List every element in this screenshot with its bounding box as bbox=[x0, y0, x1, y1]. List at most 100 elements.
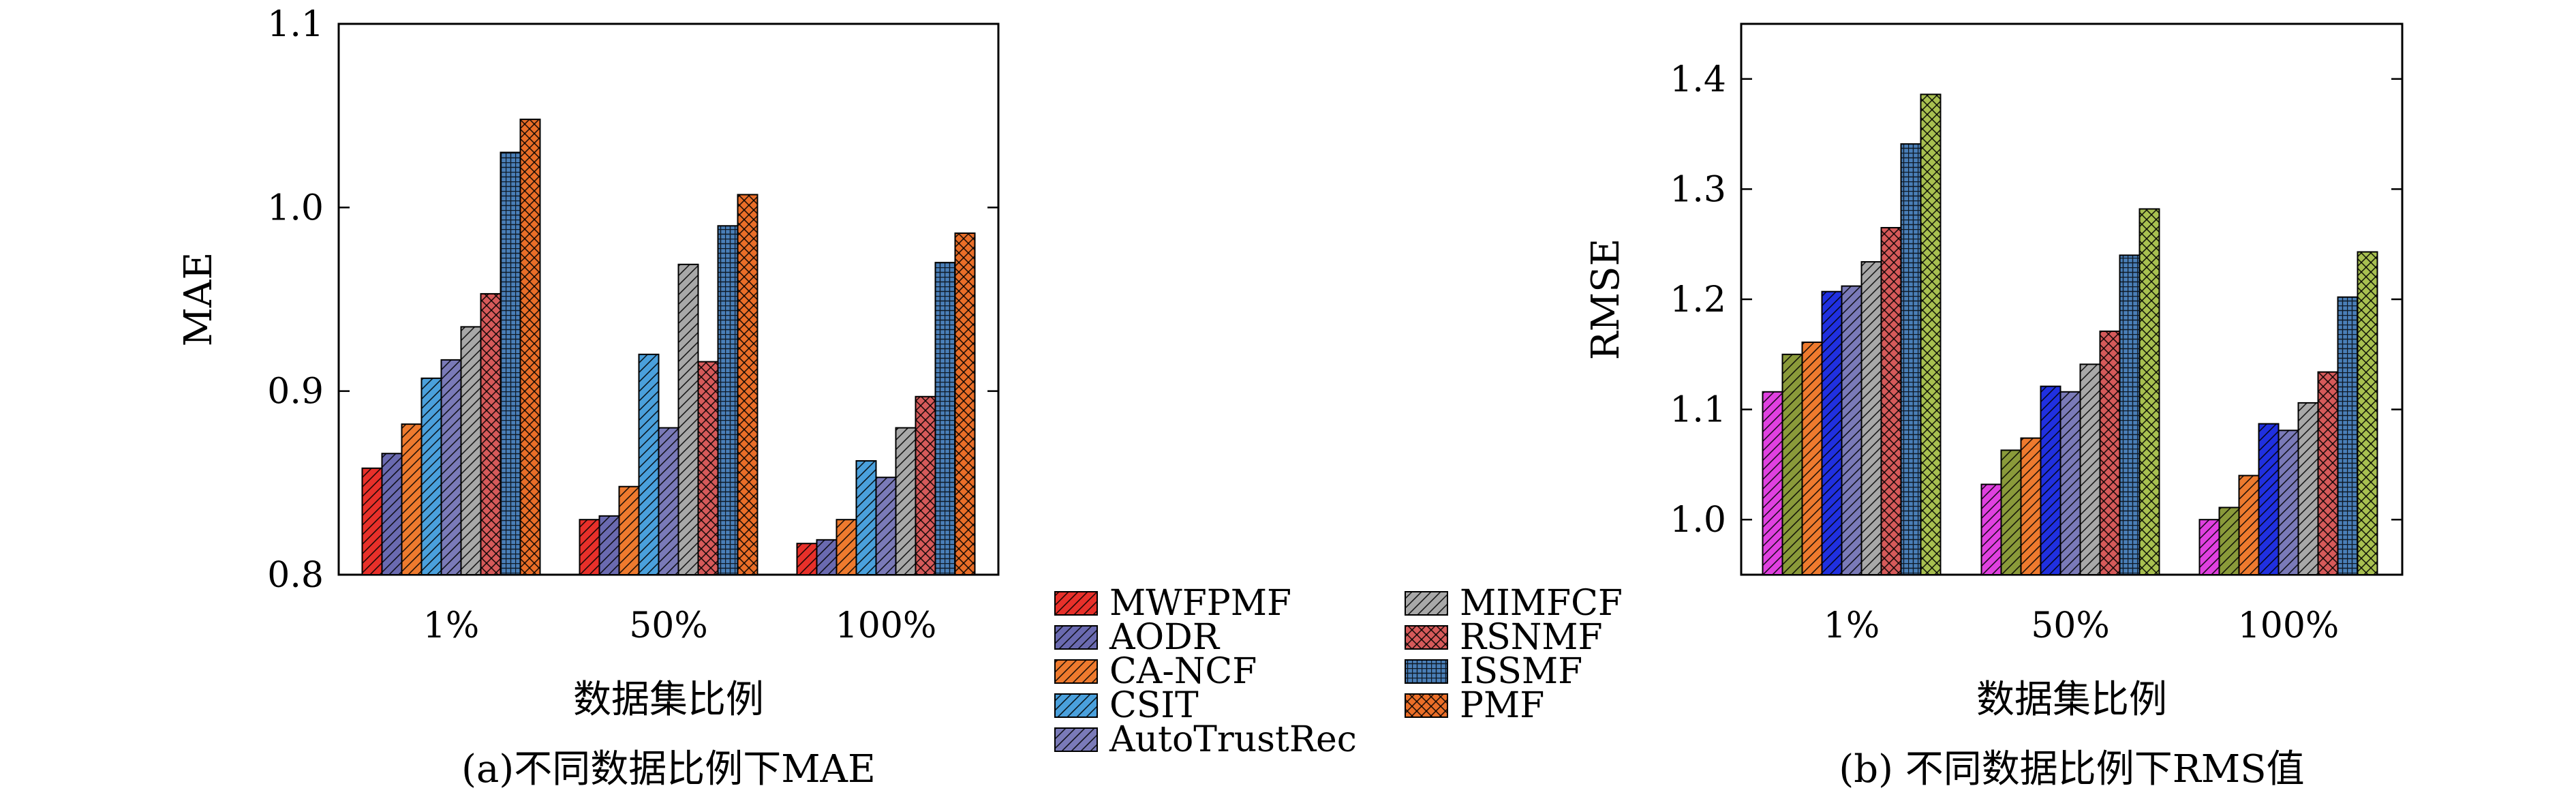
bar-series-2-50pct bbox=[2000, 449, 2022, 576]
legend-label-mwfpmf: MWFPMF bbox=[1109, 583, 1291, 624]
bar-rsnmf-50pct bbox=[697, 361, 719, 575]
bars-a bbox=[361, 119, 976, 576]
panel-a-mae-chart: 0.8 0.9 1.0 1.1 1% 50% 100% MAE 数据集比例 (a)不同数据… bbox=[177, 4, 1000, 792]
bar-pmf-1pct bbox=[519, 119, 541, 575]
y-tick-label: 1.0 bbox=[267, 187, 324, 228]
bar-series-6-1pct bbox=[1860, 261, 1882, 575]
legend-label-ca-ncf: CA-NCF bbox=[1109, 651, 1257, 692]
bar-csit-100pct bbox=[855, 460, 877, 575]
x-tick-label: 100% bbox=[2238, 605, 2340, 646]
bar-series-7-100pct bbox=[2317, 371, 2339, 575]
bar-pmf-50pct bbox=[737, 194, 758, 576]
bar-series-7-50pct bbox=[2099, 330, 2121, 575]
legend-label-issmf: ISSMF bbox=[1460, 651, 1582, 692]
y-tick-label: 1.1 bbox=[267, 4, 324, 45]
bar-series-3-1pct bbox=[1801, 342, 1823, 575]
y-ticks-b: 1.0 1.1 1.2 1.3 1.4 bbox=[1670, 59, 2402, 541]
bar-series-7-1pct bbox=[1880, 226, 1902, 575]
bar-series-5-1pct bbox=[1841, 285, 1862, 575]
bar-mwfpmf-50pct bbox=[579, 519, 600, 576]
bar-series-2-100pct bbox=[2218, 507, 2240, 576]
bar-ca-ncf-50pct bbox=[618, 485, 640, 575]
bar-issmf-1pct bbox=[500, 151, 521, 576]
bar-aodr-100pct bbox=[816, 539, 838, 575]
bar-ca-ncf-1pct bbox=[401, 423, 423, 575]
legend-swatch-mimfcf bbox=[1405, 591, 1448, 616]
y-tick-label: 1.0 bbox=[1670, 500, 1726, 541]
legend-swatch-csit bbox=[1054, 693, 1098, 718]
x-axis-label-a: 数据集比例 bbox=[573, 678, 764, 722]
bar-autotrustrec-100pct bbox=[875, 477, 897, 576]
panel-caption-b: (b) 不同数据比例下RMS值 bbox=[1839, 747, 2304, 792]
legend-swatch-ca-ncf bbox=[1054, 659, 1098, 684]
bar-series-9-1pct bbox=[1920, 93, 1942, 575]
bar-series-8-100pct bbox=[2337, 296, 2359, 575]
legend-label-autotrustrec: AutoTrustRec bbox=[1109, 719, 1357, 760]
bar-series-5-50pct bbox=[2059, 391, 2081, 576]
bar-rsnmf-1pct bbox=[480, 292, 502, 575]
legend-label-aodr: AODR bbox=[1109, 617, 1221, 658]
legend-swatch-pmf bbox=[1405, 693, 1448, 718]
panel-b-rmse-chart: 1.0 1.1 1.2 1.3 1.4 1% 50% 100% RMSE 数据集比例 (b)… bbox=[1584, 22, 2404, 792]
y-axis-label-b: RMSE bbox=[1584, 239, 1628, 361]
x-axis-label-b: 数据集比例 bbox=[1976, 678, 2167, 722]
x-ticks-b: 1% 50% 100% bbox=[1824, 605, 2340, 646]
legend-swatch-rsnmf bbox=[1405, 625, 1448, 650]
y-tick-label: 1.1 bbox=[1670, 390, 1726, 431]
legend-swatch-aodr bbox=[1054, 625, 1098, 650]
bar-issmf-50pct bbox=[717, 225, 739, 575]
y-tick-label: 0.9 bbox=[267, 372, 324, 412]
panel-caption-a: (a)不同数据比例下MAE bbox=[461, 747, 876, 792]
bar-series-4-100pct bbox=[2258, 423, 2280, 575]
bar-mimfcf-1pct bbox=[460, 326, 482, 575]
legend-label-csit: CSIT bbox=[1109, 685, 1199, 726]
y-tick-label: 0.8 bbox=[267, 555, 324, 596]
bar-mimfcf-100pct bbox=[895, 427, 917, 575]
bar-pmf-100pct bbox=[954, 232, 976, 575]
legend-swatch-autotrustrec bbox=[1054, 727, 1098, 752]
bar-series-6-100pct bbox=[2297, 402, 2319, 575]
y-ticks-a: 0.8 0.9 1.0 1.1 bbox=[267, 4, 998, 596]
bar-autotrustrec-50pct bbox=[658, 427, 679, 575]
bar-series-9-50pct bbox=[2138, 208, 2160, 576]
legend-label-pmf: PMF bbox=[1460, 685, 1544, 726]
bar-series-1-1pct bbox=[1762, 391, 1783, 576]
legend-label-rsnmf: RSNMF bbox=[1460, 617, 1603, 658]
y-tick-label: 1.3 bbox=[1670, 169, 1726, 210]
bar-csit-1pct bbox=[420, 377, 442, 576]
bar-series-4-50pct bbox=[2040, 385, 2061, 575]
bar-mimfcf-50pct bbox=[677, 263, 699, 575]
bars-b bbox=[1762, 93, 2378, 576]
bar-series-3-100pct bbox=[2238, 474, 2260, 575]
y-axis-label-a: MAE bbox=[177, 252, 221, 347]
y-tick-label: 1.4 bbox=[1670, 59, 1726, 100]
bar-mwfpmf-100pct bbox=[796, 543, 818, 575]
bar-series-2-1pct bbox=[1781, 353, 1803, 575]
bar-series-9-100pct bbox=[2357, 251, 2378, 575]
x-tick-label: 50% bbox=[629, 605, 708, 646]
legend-swatch-mwfpmf bbox=[1054, 591, 1098, 616]
legend-label-mimfcf: MIMFCF bbox=[1460, 583, 1623, 624]
bar-series-1-100pct bbox=[2198, 519, 2220, 576]
y-tick-label: 1.2 bbox=[1670, 280, 1726, 320]
bar-autotrustrec-1pct bbox=[440, 359, 462, 575]
bar-series-1-50pct bbox=[1980, 483, 2002, 575]
bar-series-5-100pct bbox=[2278, 429, 2299, 576]
bar-mwfpmf-1pct bbox=[361, 467, 383, 576]
x-tick-label: 50% bbox=[2031, 605, 2110, 646]
bar-issmf-100pct bbox=[934, 262, 956, 575]
bar-ca-ncf-100pct bbox=[835, 519, 857, 576]
bar-aodr-1pct bbox=[381, 453, 403, 575]
x-tick-label: 100% bbox=[835, 605, 937, 646]
legend-swatch-issmf bbox=[1405, 659, 1448, 684]
x-ticks-a: 1% 50% 100% bbox=[423, 605, 937, 646]
bar-aodr-50pct bbox=[598, 515, 620, 576]
bar-series-8-1pct bbox=[1900, 143, 1922, 576]
bar-series-3-50pct bbox=[2020, 437, 2042, 576]
bar-series-6-50pct bbox=[2079, 363, 2101, 575]
bar-series-4-1pct bbox=[1821, 290, 1843, 575]
x-tick-label: 1% bbox=[423, 605, 480, 646]
bar-series-8-50pct bbox=[2119, 254, 2141, 575]
